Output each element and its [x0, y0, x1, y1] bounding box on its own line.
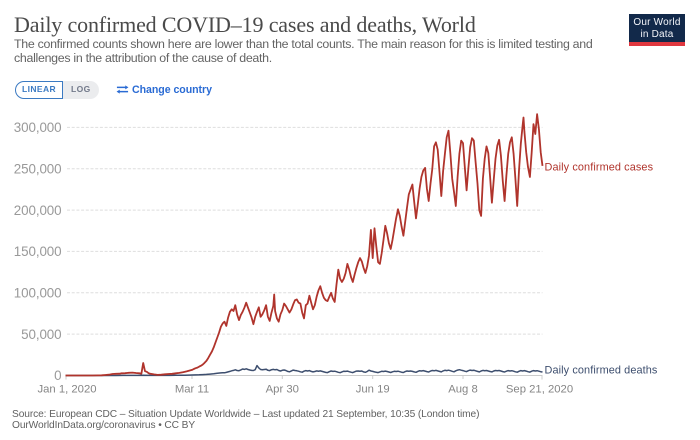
svg-text:150,000: 150,000: [14, 244, 62, 259]
svg-text:Jan 1, 2020: Jan 1, 2020: [37, 384, 96, 396]
svg-text:Jun 19: Jun 19: [356, 384, 390, 396]
svg-text:Mar 11: Mar 11: [175, 384, 209, 396]
svg-text:0: 0: [54, 368, 61, 383]
svg-text:50,000: 50,000: [21, 327, 61, 342]
svg-text:Apr 30: Apr 30: [266, 384, 299, 396]
svg-text:200,000: 200,000: [14, 203, 62, 218]
svg-text:100,000: 100,000: [14, 286, 62, 301]
svg-text:Sep 21, 2020: Sep 21, 2020: [506, 384, 573, 396]
svg-text:Daily confirmed deaths: Daily confirmed deaths: [545, 365, 658, 377]
svg-text:Aug 8: Aug 8: [448, 384, 478, 396]
svg-text:250,000: 250,000: [14, 161, 62, 176]
svg-text:300,000: 300,000: [14, 120, 62, 135]
svg-text:Daily confirmed cases: Daily confirmed cases: [545, 162, 654, 174]
